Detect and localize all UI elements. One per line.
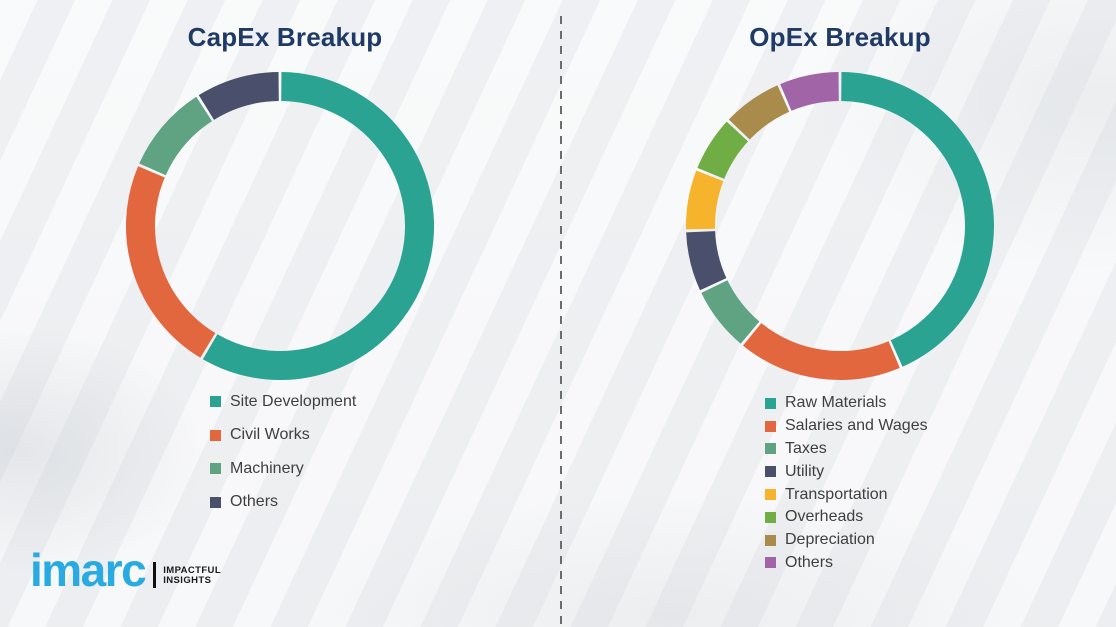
legend-swatch [210, 396, 221, 407]
legend-label: Civil Works [230, 426, 310, 443]
legend-label: Others [785, 553, 834, 571]
legend-item-others: Others [210, 492, 356, 513]
donut-segment-machinery [139, 96, 213, 176]
legend-swatch [765, 443, 776, 455]
opex-donut-chart [686, 72, 994, 380]
legend-label: Machinery [230, 459, 304, 477]
legend-swatch [765, 557, 776, 569]
imarc-logo-text: imarc [30, 544, 147, 596]
capex-chart-title: CapEx Breakup [187, 22, 383, 52]
legend-label: Site Development [230, 392, 357, 410]
legend-item-others: Others [765, 552, 928, 575]
legend-swatch [210, 463, 221, 474]
legend-item-machinery: Machinery [210, 458, 356, 479]
legend-swatch [765, 489, 776, 501]
legend-label: Transportation [785, 485, 888, 503]
donut-segment-overheads [697, 121, 749, 180]
donut-segment-site-development [202, 72, 434, 380]
legend-swatch [765, 466, 776, 478]
legend-swatch [210, 496, 221, 508]
logo-tagline: IMPACTFUL INSIGHTS [163, 564, 222, 587]
opex-chart-title: OpEx Breakup [749, 22, 931, 52]
capex-donut-chart [126, 72, 434, 380]
imarc-logo: imarc IMPACTFUL INSIGHTS [30, 544, 222, 596]
opex-legend: Raw Materials Salaries and Wages Taxes Util… [765, 392, 928, 574]
logo-divider-bar [153, 561, 157, 588]
legend-label: Overheads [785, 508, 864, 526]
legend-item-site-development: Site Development [210, 391, 356, 412]
donut-segment-raw-materials [841, 72, 994, 367]
donut-segment-transportation [686, 170, 724, 230]
legend-item-overheads: Overheads [765, 506, 928, 529]
donut-segment-depreciation [728, 85, 790, 140]
logo-tagline-line1: IMPACTFUL [163, 564, 222, 576]
logo-tagline-line2: INSIGHTS [163, 575, 212, 587]
donut-segment-civil-works [126, 166, 216, 358]
legend-swatch [765, 534, 776, 546]
legend-item-civil-works: Civil Works [210, 425, 356, 446]
legend-item-transportation: Transportation [765, 483, 928, 506]
legend-swatch [765, 420, 776, 432]
legend-item-utility: Utility [765, 460, 928, 483]
legend-item-salaries-and-wages: Salaries and Wages [765, 415, 928, 438]
legend-label: Depreciation [785, 531, 875, 549]
capex-legend: Site Development Civil Works Machinery Othe… [210, 391, 356, 525]
legend-item-raw-materials: Raw Materials [765, 392, 928, 415]
legend-swatch [765, 397, 776, 409]
legend-swatch [765, 511, 776, 523]
legend-item-taxes: Taxes [765, 438, 928, 461]
vertical-divider [560, 16, 562, 627]
legend-label: Taxes [785, 439, 827, 457]
donut-segment-others [198, 72, 280, 121]
legend-label: Raw Materials [785, 394, 887, 412]
donut-segment-utility [686, 230, 727, 291]
legend-swatch [210, 429, 221, 441]
legend-item-depreciation: Depreciation [765, 529, 928, 552]
legend-label: Utility [785, 462, 825, 480]
legend-label: Salaries and Wages [785, 417, 928, 435]
donut-segment-taxes [701, 279, 760, 344]
donut-segment-others [780, 72, 840, 111]
donut-segment-salaries-and-wages [742, 322, 900, 380]
legend-label: Others [230, 493, 279, 510]
